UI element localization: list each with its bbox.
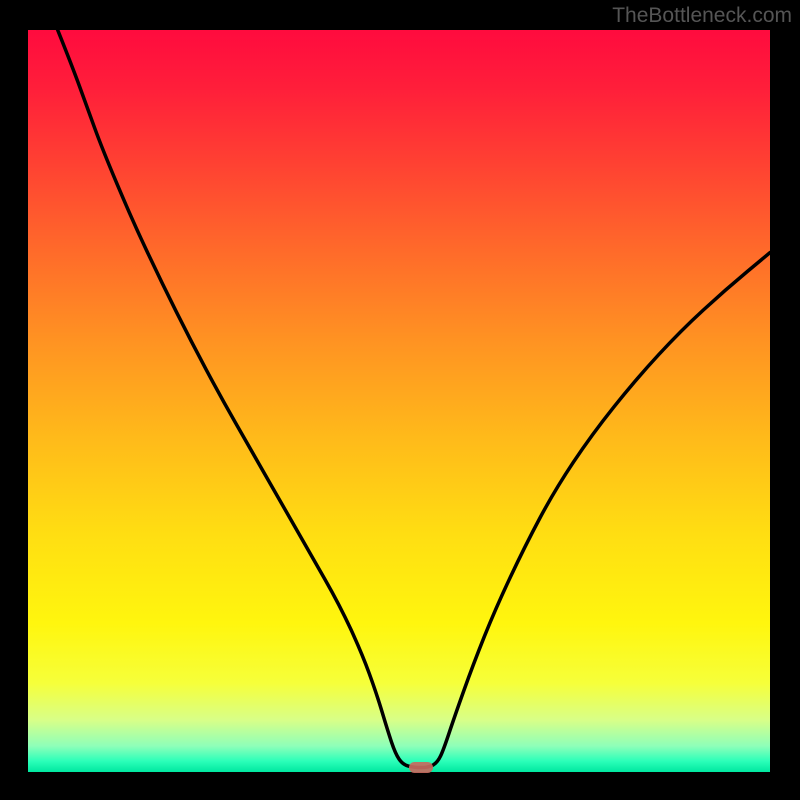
watermark-text: TheBottleneck.com [612, 4, 792, 28]
bottleneck-minimum-marker [409, 762, 433, 774]
chart-plot-area [28, 30, 770, 772]
bottleneck-curve [28, 30, 770, 772]
